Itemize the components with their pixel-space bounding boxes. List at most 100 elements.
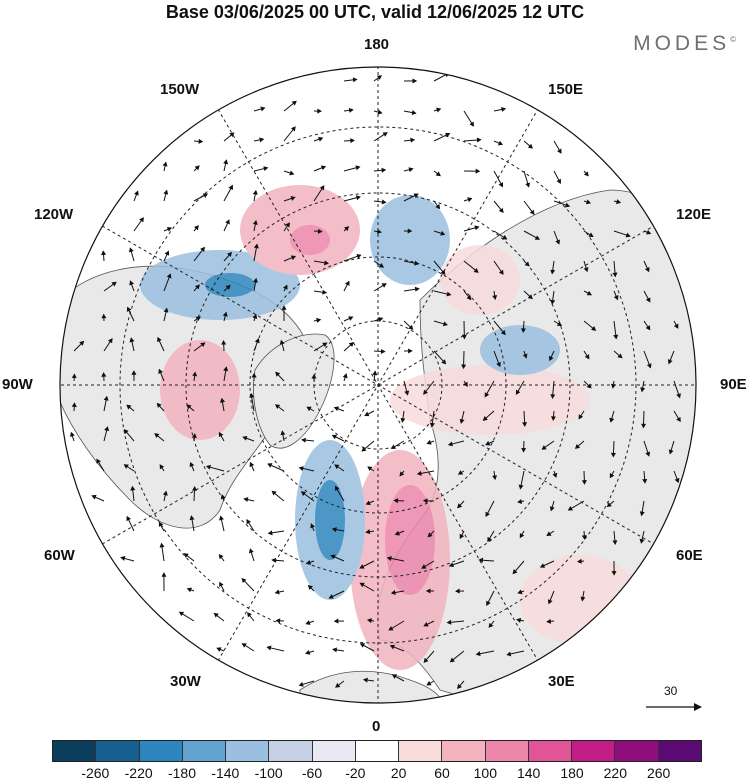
wind-vector-head [506, 651, 512, 657]
wind-vector-head [213, 612, 219, 618]
lon-label-90w: 90W [2, 376, 33, 393]
wind-vector-head [529, 209, 535, 215]
lon-label-90e: 90E [720, 376, 747, 393]
wind-vector-head [131, 370, 137, 375]
wind-vector-head [154, 433, 160, 438]
wind-vector-head [322, 289, 328, 295]
wind-vector-head [271, 490, 277, 496]
wind-vector-head [586, 383, 592, 389]
wind-vector-head [158, 521, 164, 527]
wind-vector-head [641, 423, 647, 429]
wind-vector-head [362, 677, 368, 683]
wind-vector-head [225, 284, 231, 290]
wind-vector-head [667, 359, 673, 365]
wind-vector-head [521, 447, 527, 453]
wind-vector-head [355, 165, 361, 171]
wind-vector-head [223, 159, 229, 165]
wind-vector-head [350, 138, 355, 144]
wind-vector-head [222, 311, 228, 317]
wind-vector-head [613, 334, 619, 340]
wind-vector-head [411, 110, 417, 116]
wind-vector-head [391, 674, 398, 679]
wind-vector-head [583, 171, 589, 177]
lon-label-150e: 150E [548, 81, 584, 98]
wind-vector-head [101, 313, 107, 319]
wind-vector-head [101, 372, 107, 377]
wind-vector-head [249, 461, 255, 468]
wind-vector-head [645, 325, 651, 331]
wind-vector-head [550, 394, 556, 399]
modes-logo: MODES© [633, 32, 736, 56]
wind-vector-head [640, 387, 646, 393]
wind-vector-head [442, 321, 448, 327]
wind-vector-head [317, 108, 322, 114]
wind-vector-head [263, 166, 269, 172]
wind-vector-head [70, 431, 75, 437]
colorbar-swatch [615, 741, 659, 761]
wind-vector-head [590, 326, 597, 331]
wind-vector-head [331, 434, 338, 440]
wind-vector-head [412, 78, 418, 84]
wind-vector-head [578, 414, 584, 420]
wind-vector-head [290, 255, 297, 261]
wind-vector-head [521, 328, 526, 333]
wind-vector-head [342, 373, 348, 379]
wind-vector-head [612, 540, 618, 546]
wind-vector-head [301, 437, 306, 443]
wind-vector-head [580, 596, 586, 602]
wind-vector-head [365, 500, 371, 506]
wind-vector-head [307, 584, 313, 590]
wind-vector-head [459, 418, 465, 424]
wind-vector-head [527, 143, 533, 149]
wind-vector-head [498, 207, 504, 214]
positive-anomaly-core [385, 485, 435, 595]
wind-vector-head [361, 446, 367, 452]
wind-vector-head [191, 433, 197, 439]
positive-anomaly-blob-6 [440, 245, 520, 315]
wind-vector-head [192, 485, 198, 491]
wind-vector-head [381, 167, 387, 173]
wind-vector-head [423, 657, 429, 663]
lon-label-30w: 30W [170, 673, 201, 690]
wind-vector-head [356, 253, 362, 259]
wind-vector-head [457, 470, 464, 475]
wind-vector-head [359, 643, 366, 648]
wind-vector-head [227, 251, 232, 258]
wind-vector-head [461, 364, 467, 370]
wind-vector-head [583, 267, 589, 273]
wind-vector-head [252, 189, 258, 195]
brand-mark: © [730, 35, 736, 44]
lon-label-0: 0 [372, 718, 381, 735]
wind-vector-head [129, 280, 135, 286]
colorbar-tick-label: 260 [646, 765, 671, 781]
wind-vector-head [123, 429, 129, 435]
wind-vector-head [609, 417, 615, 423]
wind-vector-head [639, 538, 645, 544]
wind-vector-head [407, 228, 413, 234]
wind-vector-head [216, 647, 222, 652]
wind-vector-head [129, 337, 135, 343]
wind-vector-head [163, 307, 169, 313]
wind-vector-head [71, 373, 77, 379]
wind-vector-head [459, 533, 465, 540]
wind-vector-head [455, 588, 460, 594]
colorbar-tick-label: -260 [81, 765, 110, 781]
wind-vector-head [381, 283, 387, 288]
wind-vector-head [267, 463, 273, 468]
wind-vector-head [334, 485, 340, 491]
wind-vector-head [408, 324, 414, 330]
wind-vector-head [436, 107, 442, 113]
wind-vector-head [281, 305, 287, 310]
wind-vector-head [644, 266, 650, 273]
wind-vector-head [668, 449, 674, 455]
wind-vector-head [348, 107, 354, 113]
wind-vector-head [253, 243, 259, 249]
wind-vector-head [333, 618, 339, 624]
colorbar-swatch [658, 741, 701, 761]
wind-vector-head [290, 196, 296, 201]
colorbar-tick-label: -100 [254, 765, 283, 781]
wind-vector-head [393, 498, 399, 504]
wind-vector-head [576, 558, 582, 564]
wind-vector-head [192, 371, 198, 377]
wind-vector-head [247, 612, 252, 618]
